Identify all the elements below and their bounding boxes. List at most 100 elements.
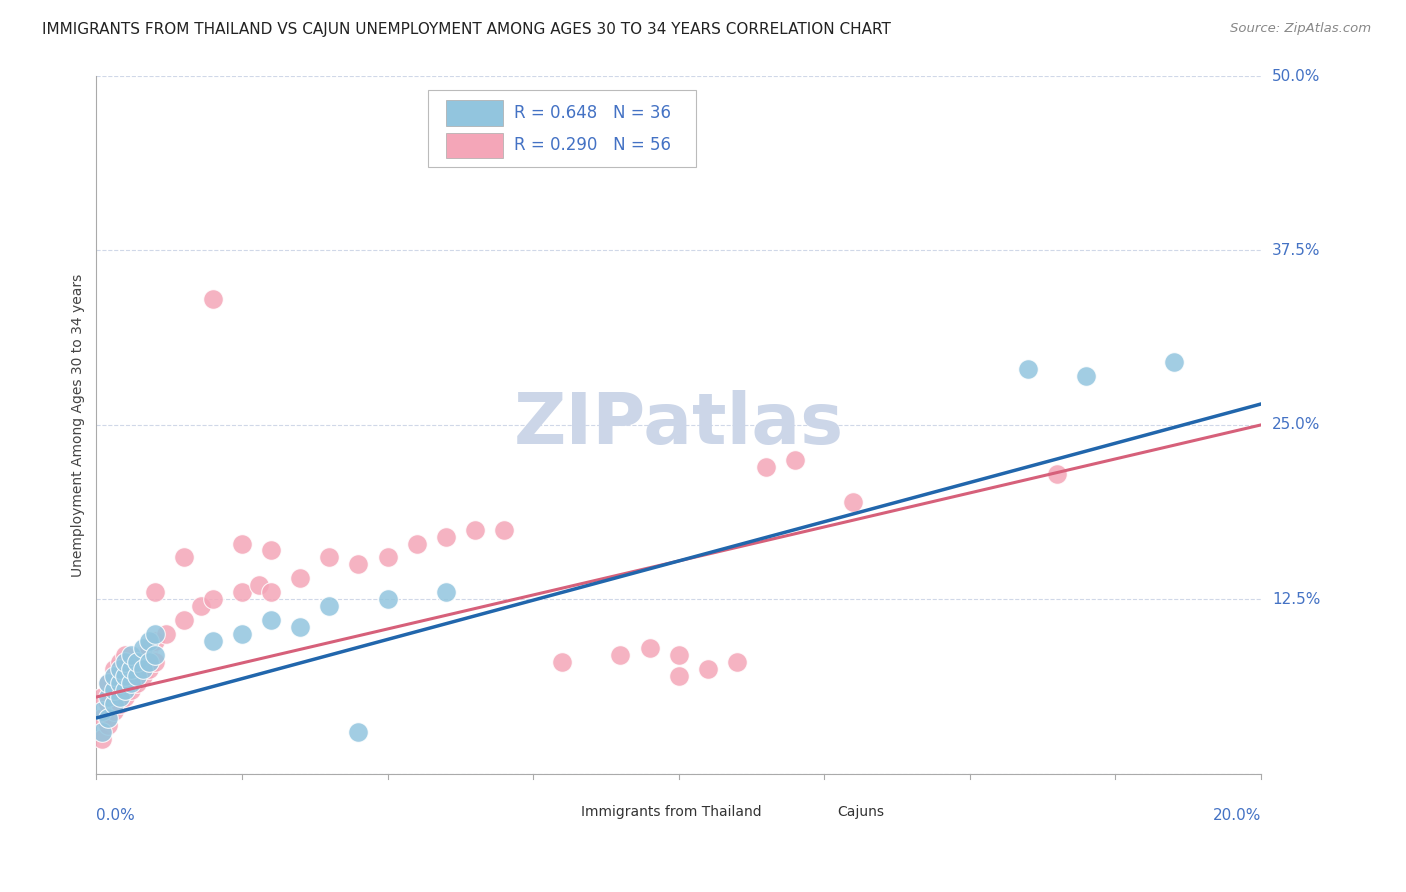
FancyBboxPatch shape: [446, 101, 503, 126]
Point: [132, 662, 155, 676]
Point: [138, 641, 160, 656]
Point: [132, 648, 155, 662]
Point: [260, 543, 283, 558]
Point: [173, 613, 195, 627]
Point: [108, 690, 131, 704]
Point: [120, 662, 142, 676]
Point: [108, 697, 131, 711]
Point: [120, 683, 142, 698]
Point: [103, 669, 125, 683]
Point: [785, 452, 807, 467]
Point: [114, 690, 136, 704]
Point: [120, 648, 142, 662]
Point: [108, 676, 131, 690]
Point: [127, 655, 149, 669]
Point: [97, 690, 120, 704]
Point: [127, 676, 149, 690]
Point: [114, 669, 136, 683]
Text: Immigrants from Thailand: Immigrants from Thailand: [581, 805, 762, 819]
Point: [143, 585, 166, 599]
Point: [91, 731, 114, 746]
Point: [464, 523, 486, 537]
FancyBboxPatch shape: [793, 802, 830, 822]
Point: [231, 627, 253, 641]
Point: [114, 683, 136, 698]
Point: [201, 293, 224, 307]
Point: [231, 585, 253, 599]
Point: [91, 704, 114, 718]
Point: [114, 669, 136, 683]
Point: [377, 550, 399, 565]
Text: 20.0%: 20.0%: [1213, 808, 1261, 823]
Point: [434, 529, 457, 543]
Point: [114, 655, 136, 669]
Point: [725, 655, 748, 669]
Text: ZIPatlas: ZIPatlas: [513, 391, 844, 459]
Point: [114, 648, 136, 662]
Point: [318, 550, 340, 565]
Point: [405, 536, 427, 550]
Point: [138, 634, 160, 648]
Point: [288, 620, 311, 634]
Point: [103, 697, 125, 711]
Point: [755, 459, 778, 474]
Y-axis label: Unemployment Among Ages 30 to 34 years: Unemployment Among Ages 30 to 34 years: [72, 273, 86, 576]
Point: [668, 669, 690, 683]
Point: [108, 662, 131, 676]
Point: [91, 690, 114, 704]
Point: [638, 641, 661, 656]
Point: [97, 711, 120, 725]
Point: [492, 523, 515, 537]
Point: [103, 704, 125, 718]
Text: 12.5%: 12.5%: [1272, 591, 1320, 607]
Text: 37.5%: 37.5%: [1272, 243, 1320, 258]
Point: [127, 655, 149, 669]
Point: [91, 725, 114, 739]
Point: [231, 536, 253, 550]
Point: [143, 627, 166, 641]
Point: [108, 676, 131, 690]
Text: Cajuns: Cajuns: [837, 805, 884, 819]
Point: [260, 585, 283, 599]
FancyBboxPatch shape: [537, 802, 574, 822]
Point: [1076, 369, 1098, 384]
Point: [97, 676, 120, 690]
Point: [97, 676, 120, 690]
Point: [108, 655, 131, 669]
Point: [260, 613, 283, 627]
Point: [347, 558, 370, 572]
Point: [138, 655, 160, 669]
Point: [132, 641, 155, 656]
Point: [668, 648, 690, 662]
FancyBboxPatch shape: [446, 133, 503, 158]
Point: [551, 655, 574, 669]
Point: [173, 550, 195, 565]
Point: [132, 669, 155, 683]
Point: [201, 634, 224, 648]
Point: [97, 718, 120, 732]
Point: [1163, 355, 1185, 369]
Point: [155, 627, 177, 641]
Point: [842, 494, 865, 508]
Point: [377, 592, 399, 607]
Text: 25.0%: 25.0%: [1272, 417, 1320, 433]
Point: [249, 578, 271, 592]
Point: [347, 725, 370, 739]
Point: [143, 648, 166, 662]
Point: [120, 662, 142, 676]
Point: [127, 669, 149, 683]
Point: [91, 711, 114, 725]
Point: [103, 662, 125, 676]
Point: [318, 599, 340, 614]
Point: [696, 662, 718, 676]
Point: [190, 599, 212, 614]
Point: [434, 585, 457, 599]
Point: [609, 648, 631, 662]
Text: 50.0%: 50.0%: [1272, 69, 1320, 84]
Text: R = 0.290   N = 56: R = 0.290 N = 56: [515, 136, 672, 154]
Point: [143, 655, 166, 669]
Text: Source: ZipAtlas.com: Source: ZipAtlas.com: [1230, 22, 1371, 36]
Point: [103, 683, 125, 698]
Point: [97, 697, 120, 711]
Point: [143, 634, 166, 648]
